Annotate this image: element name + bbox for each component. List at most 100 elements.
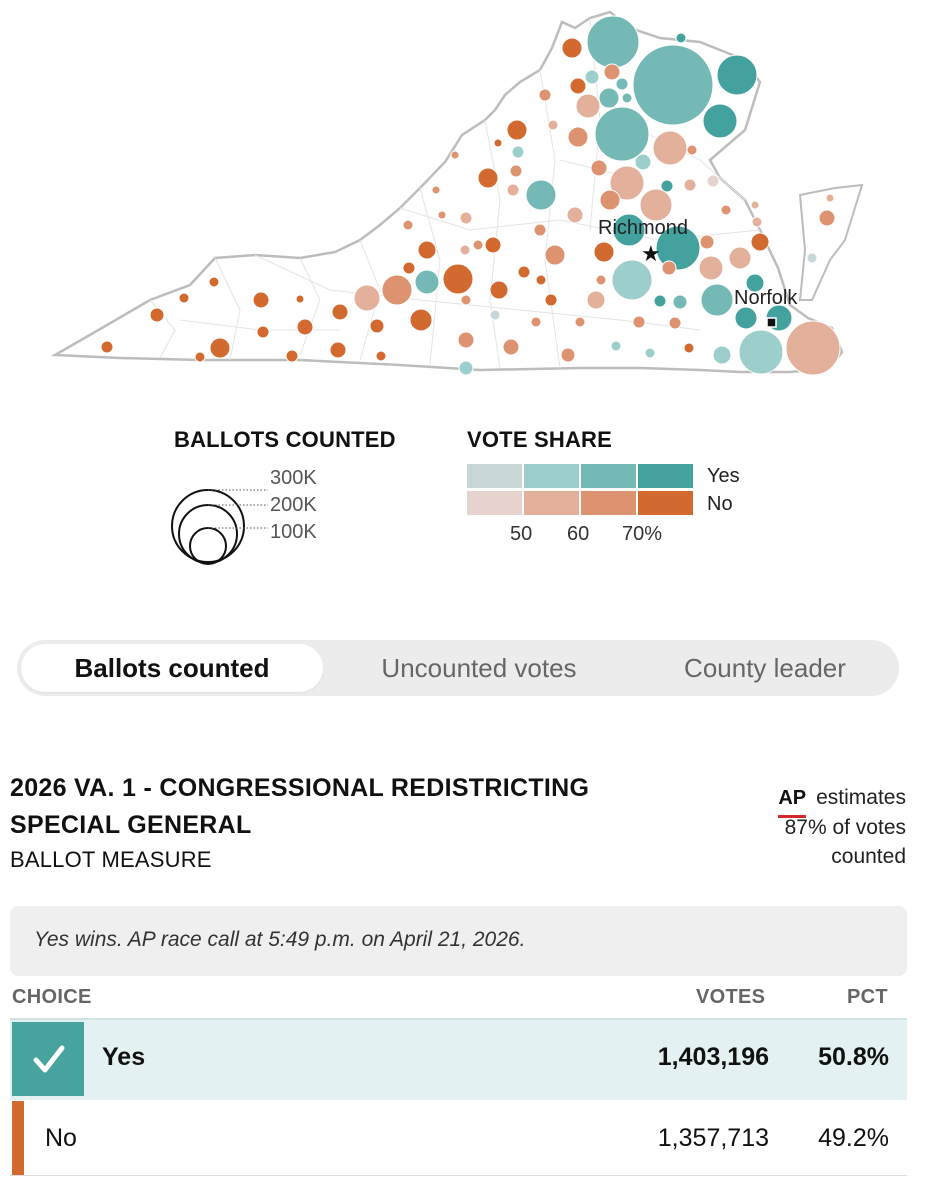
county-bubble[interactable] [611, 259, 653, 301]
county-bubble[interactable] [599, 189, 621, 211]
county-bubble[interactable] [458, 360, 474, 376]
county-bubble[interactable] [506, 119, 528, 141]
county-bubble[interactable] [584, 69, 600, 85]
county-bubble[interactable] [603, 63, 621, 81]
county-bubble[interactable] [460, 294, 472, 306]
county-bubble[interactable] [256, 325, 270, 339]
county-bubble[interactable] [655, 225, 701, 271]
county-bubble[interactable] [683, 178, 697, 192]
county-bubble[interactable] [381, 274, 413, 306]
county-bubble[interactable] [590, 159, 608, 177]
county-bubble[interactable] [586, 15, 640, 69]
county-bubble[interactable] [489, 280, 509, 300]
county-bubble[interactable] [517, 265, 531, 279]
county-bubble[interactable] [472, 239, 484, 251]
county-bubble[interactable] [544, 244, 566, 266]
county-bubble[interactable] [506, 183, 520, 197]
county-bubble[interactable] [653, 294, 667, 308]
county-bubble[interactable] [750, 200, 760, 210]
county-bubble[interactable] [194, 351, 206, 363]
county-bubble[interactable] [750, 232, 770, 252]
county-bubble[interactable] [806, 252, 818, 264]
county-bubble[interactable] [544, 293, 558, 307]
tab-uncounted-votes[interactable]: Uncounted votes [381, 653, 577, 683]
county-bubble[interactable] [574, 316, 586, 328]
county-bubble[interactable] [560, 347, 576, 363]
county-bubble[interactable] [712, 345, 732, 365]
county-bubble[interactable] [639, 188, 673, 222]
county-bubble[interactable] [402, 261, 416, 275]
county-bubble[interactable] [818, 209, 836, 227]
county-bubble[interactable] [575, 93, 601, 119]
county-bubble[interactable] [612, 213, 646, 247]
county-bubbles[interactable] [100, 15, 841, 376]
county-bubble[interactable] [353, 284, 381, 312]
county-bubble[interactable] [700, 283, 734, 317]
county-bubble[interactable] [699, 234, 715, 250]
county-bubble[interactable] [698, 255, 724, 281]
virginia-map[interactable]: Richmond ★ Norfolk [0, 0, 926, 395]
county-bubble[interactable] [509, 164, 523, 178]
county-bubble[interactable] [295, 294, 305, 304]
county-bubble[interactable] [511, 145, 525, 159]
county-bubble[interactable] [178, 292, 190, 304]
county-bubble[interactable] [593, 241, 615, 263]
county-bubble[interactable] [375, 350, 387, 362]
county-bubble[interactable] [595, 274, 607, 286]
county-bubble[interactable] [450, 150, 460, 160]
county-bubble[interactable] [369, 318, 385, 334]
county-bubble[interactable] [489, 309, 501, 321]
county-bubble[interactable] [609, 165, 645, 201]
county-bubble[interactable] [402, 219, 414, 231]
county-bubble[interactable] [530, 316, 542, 328]
county-bubble[interactable] [502, 338, 520, 356]
county-bubble[interactable] [621, 92, 633, 104]
county-bubble[interactable] [668, 316, 682, 330]
county-bubble[interactable] [493, 138, 503, 148]
county-bubble[interactable] [457, 331, 475, 349]
county-bubble[interactable] [615, 77, 629, 91]
county-bubble[interactable] [661, 260, 677, 276]
county-bubble[interactable] [586, 290, 606, 310]
county-bubble[interactable] [702, 103, 738, 139]
county-bubble[interactable] [751, 216, 763, 228]
county-bubble[interactable] [431, 185, 441, 195]
county-bubble[interactable] [252, 291, 270, 309]
county-bubble[interactable] [728, 246, 752, 270]
county-bubble[interactable] [686, 144, 698, 156]
county-bubble[interactable] [459, 244, 471, 256]
county-bubble[interactable] [634, 153, 652, 171]
county-bubble[interactable] [594, 106, 650, 162]
county-bubble[interactable] [660, 179, 674, 193]
county-bubble[interactable] [149, 307, 165, 323]
county-bubble[interactable] [566, 206, 584, 224]
county-bubble[interactable] [533, 223, 547, 237]
county-bubble[interactable] [652, 130, 688, 166]
county-bubble[interactable] [632, 44, 714, 126]
county-bubble[interactable] [644, 347, 656, 359]
county-bubble[interactable] [632, 315, 646, 329]
county-bubble[interactable] [442, 263, 474, 295]
county-bubble[interactable] [535, 274, 547, 286]
county-bubble[interactable] [409, 308, 433, 332]
county-bubble[interactable] [706, 174, 720, 188]
county-bubble[interactable] [720, 204, 732, 216]
county-bubble[interactable] [208, 276, 220, 288]
county-bubble[interactable] [569, 77, 587, 95]
county-bubble[interactable] [100, 340, 114, 354]
county-bubble[interactable] [414, 269, 440, 295]
county-bubble[interactable] [675, 32, 687, 44]
county-bubble[interactable] [209, 337, 231, 359]
county-bubble[interactable] [459, 211, 473, 225]
county-bubble[interactable] [285, 349, 299, 363]
county-bubble[interactable] [417, 240, 437, 260]
county-bubble[interactable] [547, 119, 559, 131]
county-bubble[interactable] [738, 329, 784, 375]
county-bubble[interactable] [329, 341, 347, 359]
county-bubble[interactable] [598, 87, 620, 109]
results-map[interactable]: Richmond ★ Norfolk [0, 0, 926, 395]
county-bubble[interactable] [484, 236, 502, 254]
county-bubble[interactable] [825, 193, 835, 203]
county-bubble[interactable] [561, 37, 583, 59]
county-bubble[interactable] [538, 88, 552, 102]
